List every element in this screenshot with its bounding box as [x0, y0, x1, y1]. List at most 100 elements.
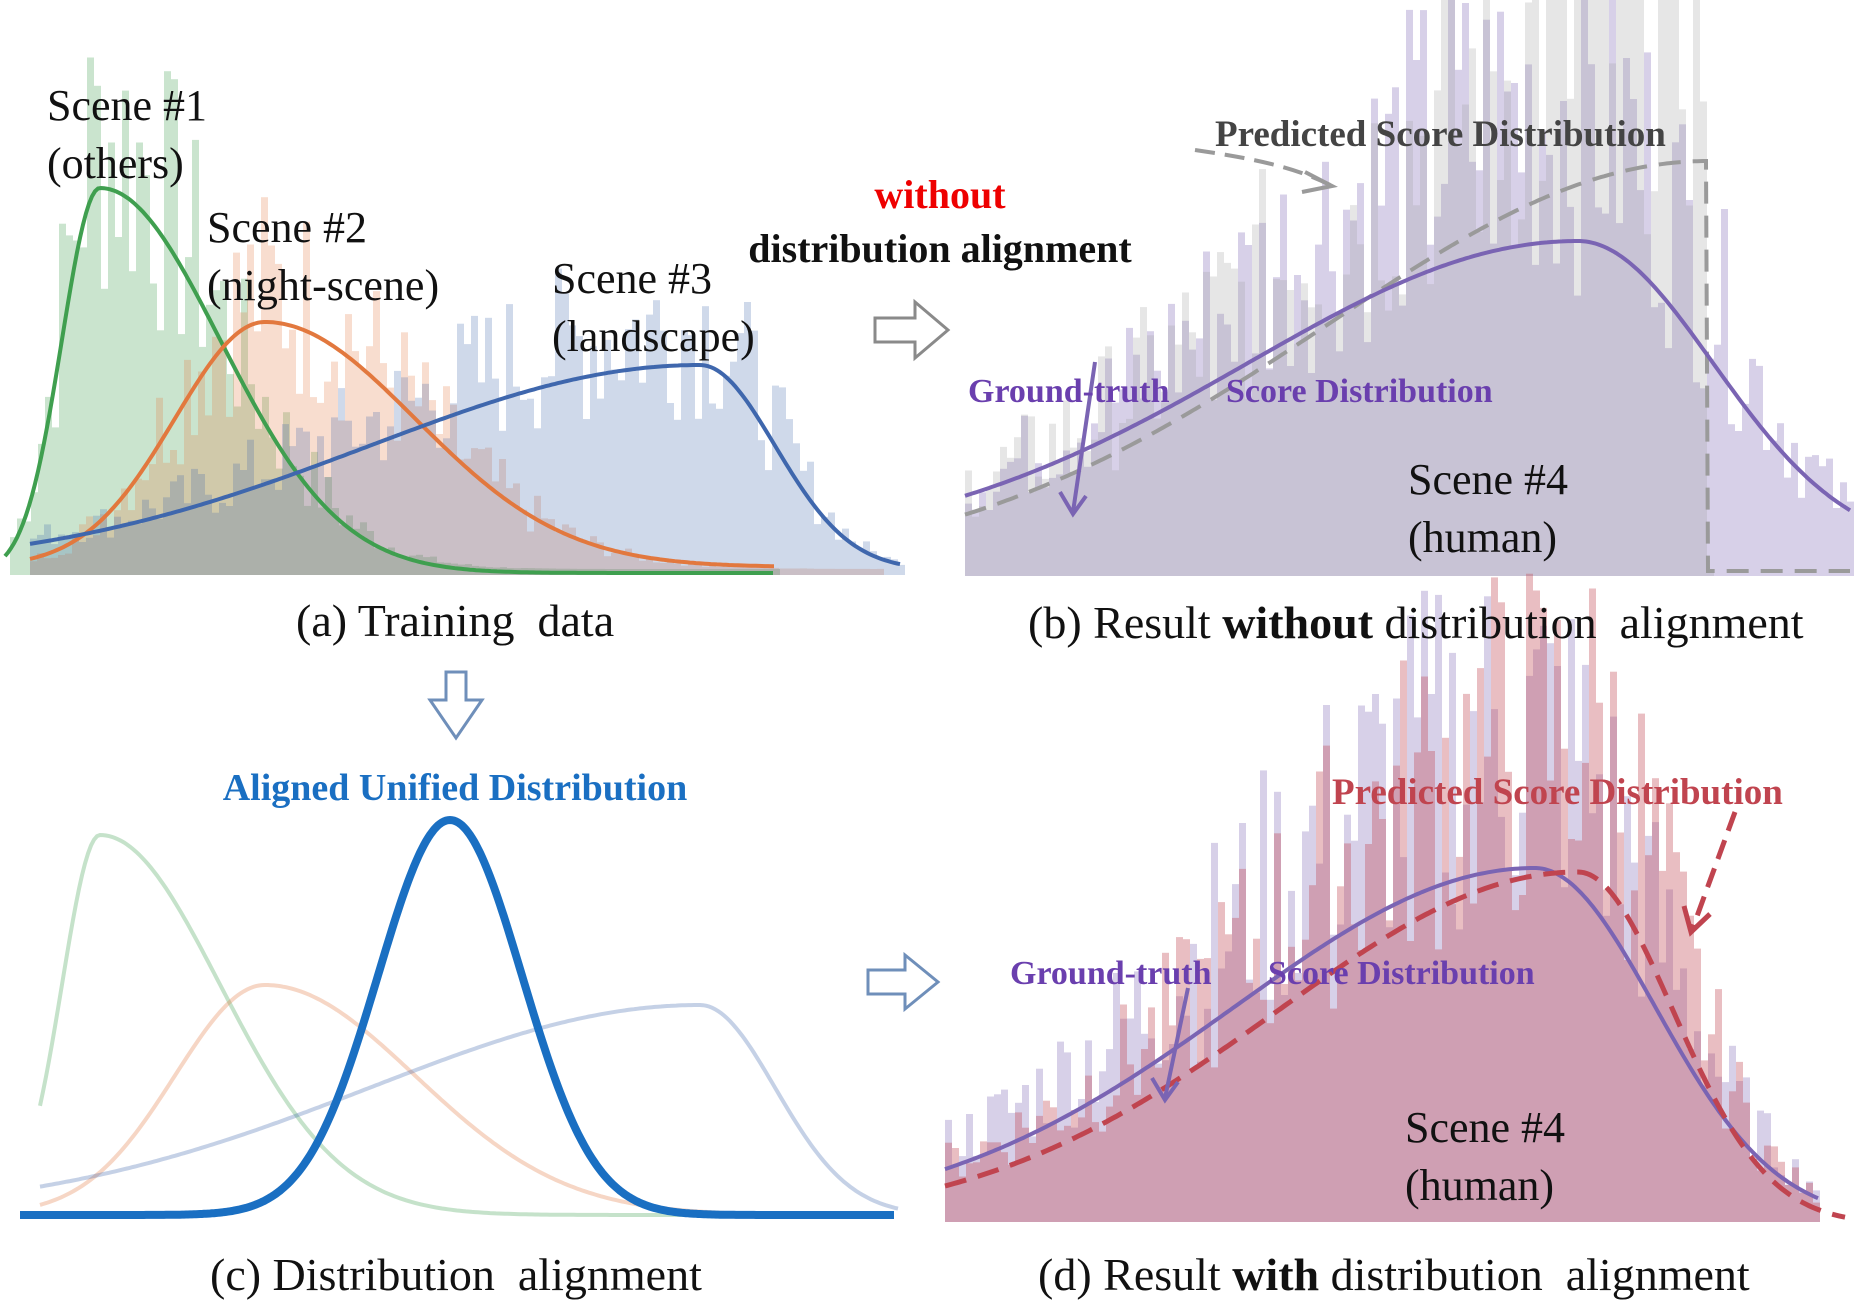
ground-truth-histogram-bar — [1155, 1063, 1162, 1222]
scene3-histogram-bar — [457, 323, 464, 575]
predicted-histogram-bar — [1806, 1182, 1813, 1222]
predicted-histogram-bar — [1343, 274, 1350, 576]
scene3-histogram-bar — [758, 440, 765, 575]
ground-truth-histogram-bar — [1525, 64, 1532, 577]
predicted-histogram-bar — [1392, 276, 1399, 576]
scene2-histogram-bar — [163, 462, 170, 575]
scene1-label: Scene #1 — [47, 81, 207, 130]
ground-truth-histogram-bar — [1365, 711, 1372, 1222]
ground-truth-histogram-bar — [1819, 466, 1826, 576]
scene1-histogram-bar — [199, 346, 206, 575]
ground-truth-histogram-bar — [1441, 183, 1448, 576]
ground-truth-histogram-bar — [1175, 392, 1182, 576]
scene1-histogram-bar — [108, 142, 115, 575]
predicted-histogram-bar — [1357, 244, 1364, 577]
scene2-histogram-bar — [37, 553, 44, 575]
predicted-histogram-bar — [1105, 346, 1112, 576]
predicted-histogram-bar — [1015, 1112, 1022, 1222]
scene2-histogram-bar — [709, 566, 716, 575]
ground-truth-histogram-bar — [1735, 431, 1742, 576]
scene3-histogram-bar — [590, 346, 597, 575]
scene1-histogram-bar — [31, 492, 38, 575]
scene2-histogram-bar — [345, 314, 352, 575]
aligned-unified-curve — [20, 815, 894, 1219]
scene3-histogram-bar — [331, 417, 338, 575]
scene1-histogram-bar — [10, 537, 17, 575]
scene2-histogram-bar — [534, 495, 541, 575]
ground-truth-histogram-bar — [1463, 804, 1470, 1222]
scene3-histogram-bar — [842, 528, 849, 575]
predicted-histogram-bar — [1036, 1115, 1043, 1222]
ground-truth-histogram-bar — [1274, 791, 1281, 1222]
predicted-histogram-bar — [1393, 765, 1400, 1222]
scene1-histogram-bar — [374, 548, 381, 575]
scene2-histogram-bar — [275, 263, 282, 575]
scene3-histogram-bar — [415, 397, 422, 575]
scene1-sublabel: (others) — [47, 139, 184, 188]
ground-truth-histogram-bar — [1196, 338, 1203, 576]
ground-truth-histogram-bar — [1161, 402, 1168, 576]
scene1-histogram-bar — [185, 257, 192, 575]
ground-truth-histogram-bar — [1603, 915, 1610, 1222]
predicted-histogram-bar — [1211, 1067, 1218, 1222]
predicted-histogram-bar — [1757, 1170, 1764, 1222]
scene3-histogram-bar — [702, 306, 709, 575]
predicted-histogram-bar — [1540, 607, 1547, 1222]
scene3-histogram-bar — [79, 542, 86, 575]
caption-a: (a) Training data — [296, 595, 614, 646]
predicted-histogram-bar — [1134, 1094, 1141, 1222]
scene1-histogram-bar — [402, 558, 409, 575]
distribution-alignment-label: distribution alignment — [748, 226, 1132, 271]
scene3-histogram-bar — [401, 377, 408, 575]
ground-truth-histogram-bar — [1232, 884, 1239, 1222]
ground-truth-histogram-bar — [1022, 1085, 1029, 1222]
ground-truth-histogram-bar — [1728, 424, 1735, 576]
scene2-histogram-bar — [856, 568, 863, 575]
ground-truth-histogram-bar — [1602, 213, 1609, 576]
ground-truth-histogram-bar — [1358, 705, 1365, 1222]
scene1-histogram-bar — [269, 437, 276, 575]
predicted-histogram-bar — [1371, 123, 1378, 577]
scene3-histogram-bar — [856, 547, 863, 575]
ground-truth-histogram-bar — [1084, 466, 1091, 576]
scene2-histogram-bar — [702, 566, 709, 575]
predicted-histogram-bar — [1281, 984, 1288, 1222]
scene1-histogram-bar — [423, 557, 430, 575]
scene2-histogram-bar — [870, 569, 877, 575]
ground-truth-histogram-bar — [1407, 615, 1414, 1222]
predicted-histogram-bar — [1428, 751, 1435, 1222]
ground-truth-histogram-bar — [1575, 760, 1582, 1222]
scene1-histogram-bar — [276, 468, 283, 575]
predicted-histogram-bar — [993, 471, 1000, 576]
scene3-histogram-bar — [646, 314, 653, 575]
ground-truth-histogram-bar — [1455, 69, 1462, 577]
ground-truth-histogram-bar — [1770, 440, 1777, 576]
scene3-histogram-bar — [485, 317, 492, 575]
predicted-histogram-bar — [1253, 938, 1260, 1222]
predicted-histogram-bar — [1672, 0, 1679, 576]
ground-truth-histogram-bar — [1260, 770, 1267, 1222]
scene1-histogram-bar — [304, 505, 311, 575]
scene2-histogram-bar — [338, 420, 345, 575]
scene2-histogram-bar — [464, 458, 471, 575]
predicted-histogram-bar — [1708, 1034, 1715, 1222]
predicted-histogram-bar — [1400, 660, 1407, 1222]
ground-truth-histogram-bar — [1448, 0, 1455, 577]
scene1-histogram-bar — [437, 562, 444, 575]
scene2-histogram-bar — [156, 397, 163, 575]
predicted-histogram-bar — [1294, 343, 1301, 576]
scene3-histogram-bar — [345, 420, 352, 575]
scene2-histogram-bar — [247, 244, 254, 575]
ground-truth-histogram-bar — [1749, 358, 1756, 576]
scene3-histogram-bar — [58, 534, 65, 575]
scene3-histogram-bar — [730, 361, 737, 575]
ground-truth-histogram-bar — [1231, 361, 1238, 576]
predicted-histogram-bar — [1049, 423, 1056, 576]
scene3-histogram-bar — [100, 509, 107, 575]
ground-truth-histogram-bar — [1043, 1123, 1050, 1222]
ground-truth-histogram-bar — [1301, 300, 1308, 576]
scene2-histogram-bar — [457, 459, 464, 575]
ground-truth-histogram-bar — [1190, 943, 1197, 1222]
predicted-histogram-bar — [1329, 321, 1336, 576]
